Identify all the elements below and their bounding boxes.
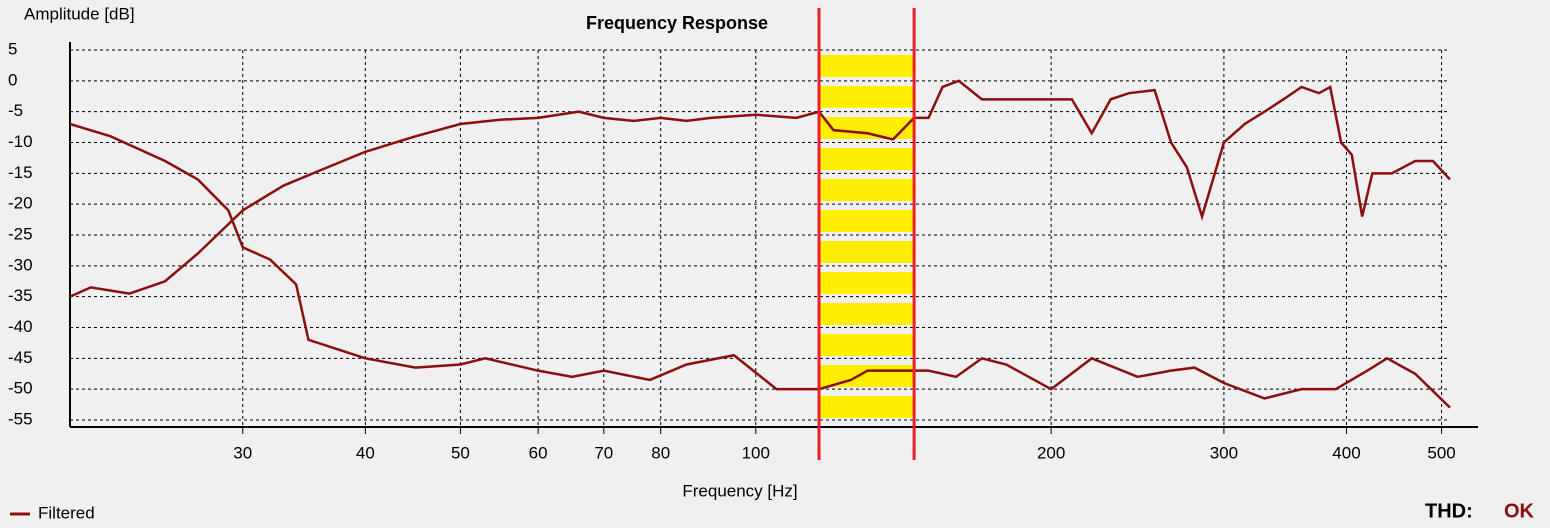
y-tick-label: -25	[8, 224, 33, 243]
highlight-stripe	[819, 179, 915, 201]
y-tick-label: -45	[8, 348, 33, 367]
y-tick-label: -50	[8, 379, 33, 398]
x-tick-label: 60	[529, 443, 548, 462]
y-tick-label: -35	[8, 286, 33, 305]
chart-title: Frequency Response	[586, 13, 768, 33]
x-tick-label: 200	[1037, 443, 1065, 462]
y-tick-label: -40	[8, 317, 33, 336]
x-tick-label: 30	[233, 443, 252, 462]
x-tick-label: 400	[1332, 443, 1360, 462]
status-label: THD:	[1425, 500, 1473, 522]
highlight-stripe	[819, 241, 915, 263]
series-line	[69, 122, 1451, 409]
highlight-stripe	[819, 365, 915, 387]
x-tick-label: 40	[356, 443, 375, 462]
y-tick-label: -55	[8, 409, 33, 428]
highlight-stripe	[819, 272, 915, 294]
x-tick-label: 500	[1427, 443, 1455, 462]
y-tick-label: -15	[8, 163, 33, 182]
legend-label: Filtered	[38, 503, 95, 522]
y-tick-label: -5	[8, 101, 23, 120]
highlight-stripe	[819, 117, 915, 139]
highlight-stripe	[819, 334, 915, 356]
y-tick-label: -30	[8, 255, 33, 274]
y-axis-label: Amplitude [dB]	[24, 4, 135, 23]
y-tick-label: -10	[8, 132, 33, 151]
x-tick-label: 80	[651, 443, 670, 462]
y-tick-label: -20	[8, 194, 33, 213]
x-tick-label: 70	[594, 443, 613, 462]
status-value: OK	[1504, 500, 1535, 522]
x-tick-label: 50	[451, 443, 470, 462]
highlight-stripe	[819, 86, 915, 108]
highlight-stripe	[819, 55, 915, 77]
x-axis-label: Frequency [Hz]	[682, 481, 797, 500]
x-tick-label: 300	[1210, 443, 1238, 462]
x-tick-label: 100	[742, 443, 770, 462]
highlight-stripe	[819, 303, 915, 325]
series-line	[69, 79, 1451, 298]
highlight-stripe	[819, 396, 915, 418]
y-tick-label: 5	[8, 39, 17, 58]
highlight-stripe	[819, 210, 915, 232]
y-tick-label: 0	[8, 70, 17, 89]
highlight-stripe	[819, 148, 915, 170]
